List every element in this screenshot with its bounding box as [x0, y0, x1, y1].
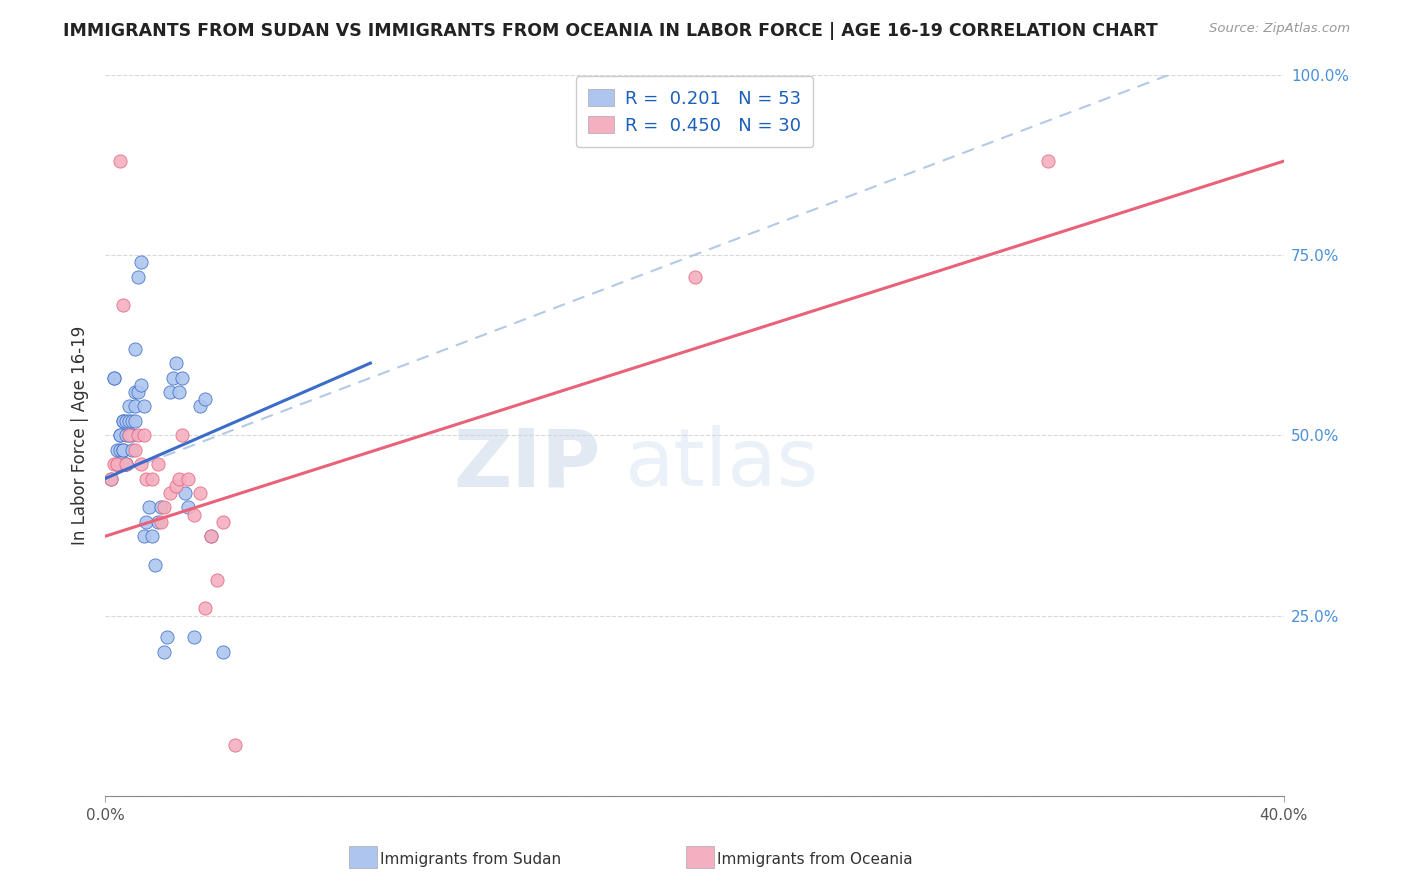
Point: [115, 457, 138, 471]
Point: [103, 370, 125, 384]
Point: [105, 457, 128, 471]
Point: [183, 630, 205, 644]
Point: [153, 500, 176, 515]
Point: [205, 573, 228, 587]
Legend: R =  0.201   N = 53, R =  0.450   N = 30: R = 0.201 N = 53, R = 0.450 N = 30: [576, 77, 813, 147]
Point: [200, 529, 222, 543]
Point: [188, 400, 211, 414]
Point: [118, 428, 141, 442]
Point: [103, 457, 125, 471]
Point: [111, 298, 134, 312]
Point: [132, 400, 155, 414]
Point: [108, 154, 131, 169]
Point: [132, 428, 155, 442]
Point: [156, 630, 179, 644]
Point: [683, 269, 706, 284]
Point: [183, 508, 205, 522]
Point: [162, 370, 184, 384]
Point: [118, 414, 141, 428]
Point: [135, 515, 157, 529]
Point: [200, 529, 222, 543]
Point: [121, 414, 143, 428]
Point: [167, 384, 190, 399]
Point: [129, 377, 152, 392]
Point: [165, 356, 187, 370]
Point: [105, 442, 128, 457]
Text: ZIP: ZIP: [453, 425, 600, 503]
Point: [138, 500, 160, 515]
Point: [127, 269, 149, 284]
Point: [124, 384, 146, 399]
Point: [224, 739, 246, 753]
Point: [1036, 154, 1059, 169]
Point: [118, 428, 141, 442]
Point: [111, 414, 134, 428]
Point: [111, 442, 134, 457]
Point: [108, 428, 131, 442]
Point: [115, 457, 138, 471]
Point: [135, 471, 157, 485]
Y-axis label: In Labor Force | Age 16-19: In Labor Force | Age 16-19: [72, 326, 89, 545]
Point: [177, 500, 200, 515]
Point: [132, 529, 155, 543]
Point: [115, 428, 138, 442]
Point: [170, 370, 193, 384]
Point: [159, 486, 181, 500]
Point: [159, 384, 181, 399]
Point: [124, 442, 146, 457]
Point: [212, 515, 235, 529]
Point: [148, 457, 170, 471]
Text: Immigrants from Oceania: Immigrants from Oceania: [717, 853, 912, 867]
Point: [173, 486, 195, 500]
Point: [124, 414, 146, 428]
Text: atlas: atlas: [624, 425, 818, 503]
Point: [129, 457, 152, 471]
Point: [153, 645, 176, 659]
Point: [167, 471, 190, 485]
Text: IMMIGRANTS FROM SUDAN VS IMMIGRANTS FROM OCEANIA IN LABOR FORCE | AGE 16-19 CORR: IMMIGRANTS FROM SUDAN VS IMMIGRANTS FROM…: [63, 22, 1159, 40]
Point: [141, 471, 163, 485]
Point: [148, 515, 170, 529]
Point: [165, 479, 187, 493]
Point: [127, 384, 149, 399]
Point: [118, 400, 141, 414]
Point: [108, 442, 131, 457]
Point: [100, 471, 122, 485]
Point: [150, 515, 173, 529]
Point: [170, 428, 193, 442]
Point: [121, 442, 143, 457]
Point: [111, 414, 134, 428]
Point: [100, 471, 122, 485]
Point: [212, 645, 235, 659]
Point: [188, 486, 211, 500]
Point: [127, 428, 149, 442]
Point: [124, 400, 146, 414]
Point: [124, 342, 146, 356]
Point: [177, 471, 200, 485]
Point: [194, 601, 217, 615]
Point: [111, 442, 134, 457]
Point: [105, 457, 128, 471]
Point: [121, 428, 143, 442]
Point: [108, 428, 131, 442]
Point: [129, 255, 152, 269]
Text: Source: ZipAtlas.com: Source: ZipAtlas.com: [1209, 22, 1350, 36]
Point: [150, 500, 173, 515]
Point: [194, 392, 217, 407]
Point: [105, 457, 128, 471]
Point: [115, 457, 138, 471]
Point: [143, 558, 166, 573]
Point: [141, 529, 163, 543]
Point: [115, 414, 138, 428]
Point: [103, 370, 125, 384]
Text: Immigrants from Sudan: Immigrants from Sudan: [380, 853, 561, 867]
